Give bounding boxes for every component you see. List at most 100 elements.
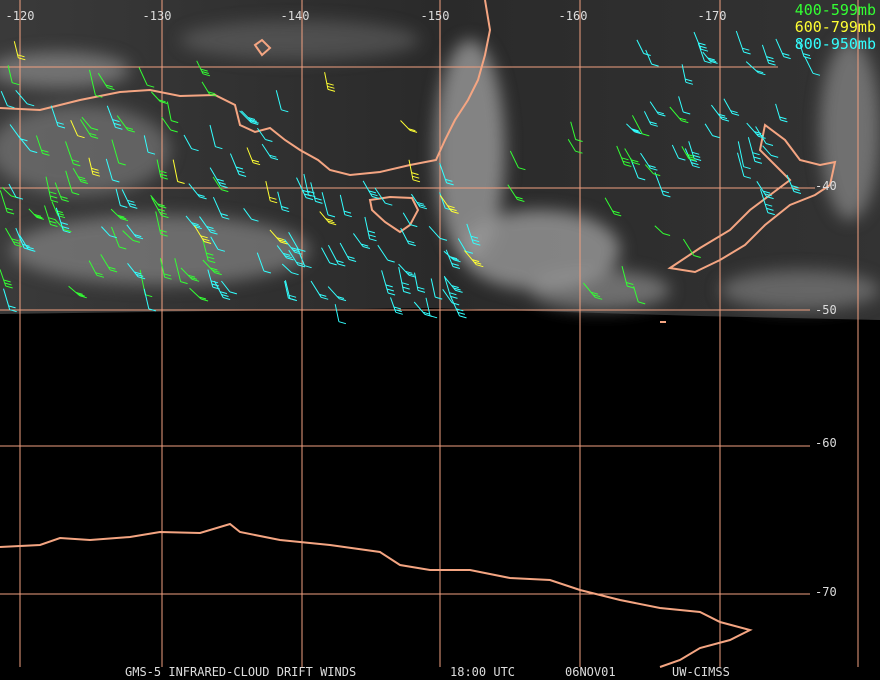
wind-barb (35, 135, 50, 156)
wind-barb (261, 143, 279, 161)
wind-barb (65, 141, 81, 167)
wind-barb (106, 105, 123, 130)
wind-barb (737, 152, 752, 179)
wind-barb (50, 105, 66, 129)
graticule (0, 0, 859, 667)
wind-barb (321, 247, 337, 266)
wind-barb (110, 208, 129, 222)
lon-label: -140 (281, 9, 310, 23)
wind-barb (402, 212, 418, 228)
wind-barb (269, 229, 288, 245)
wind-barb (209, 167, 228, 189)
wind-barb (265, 180, 278, 204)
wind-barb (256, 127, 273, 142)
wind-barb (688, 141, 702, 161)
wind-barb (400, 227, 416, 247)
wind-barb (221, 280, 238, 295)
lat-label: -70 (815, 585, 837, 599)
wind-barb (310, 280, 329, 300)
wind-barb (101, 226, 117, 239)
wind-barb (70, 119, 85, 139)
wind-barb (319, 211, 337, 226)
wind-barb (604, 197, 622, 217)
wind-barb (212, 196, 230, 220)
wind-barb (804, 55, 821, 76)
wind-barb (400, 120, 418, 133)
wind-barb (138, 67, 155, 88)
wind-barb (284, 280, 298, 302)
lat-label: -60 (815, 436, 837, 450)
wind-barb (161, 116, 178, 133)
wind-barb (644, 164, 661, 177)
wind-barb (464, 250, 484, 268)
wind-barb (296, 177, 314, 201)
wind-barb (303, 173, 316, 198)
wind-barb (398, 263, 417, 278)
wind-barb (243, 208, 259, 222)
footer-product: GMS-5 INFRARED-CLOUD DRIFT WINDS (125, 665, 356, 679)
wind-barb (339, 194, 352, 218)
wind-barb (54, 182, 69, 202)
wind-barb (450, 296, 467, 319)
wind-barb (681, 64, 694, 85)
lon-label: -160 (559, 9, 588, 23)
wind-barb (229, 153, 247, 177)
wind-barb (621, 265, 635, 289)
coastlines (0, 0, 837, 668)
wind-barb (697, 43, 712, 64)
wind-barb (334, 304, 347, 325)
wind-barb (711, 104, 730, 122)
wind-barb (723, 98, 740, 116)
wind-barb (760, 189, 775, 216)
wind-barb (381, 270, 396, 296)
wind-barb (3, 288, 17, 313)
wind-barb (256, 252, 272, 274)
wind-barb (196, 60, 211, 77)
wind-barb (631, 115, 650, 137)
wind-barb (150, 91, 168, 104)
wind-barb (105, 158, 120, 183)
wind-barb (624, 148, 640, 165)
wind-barb (72, 167, 89, 184)
wind-barb (296, 248, 312, 269)
footer-source: UW-CIMSS (672, 665, 730, 679)
wind-barb (126, 224, 144, 240)
wind-barb (746, 122, 766, 139)
wind-barb (509, 150, 526, 171)
wind-barb (159, 258, 172, 280)
wind-barb (570, 121, 583, 142)
wind-barb (398, 267, 411, 294)
wind-barb (210, 236, 226, 252)
wind-barb (633, 286, 646, 305)
wind-barb (19, 235, 36, 252)
wind-barb (444, 276, 463, 293)
lat-label: -40 (815, 179, 837, 193)
wind-barb (51, 201, 66, 219)
wind-barb (681, 146, 696, 161)
wind-barb (201, 81, 217, 97)
wind-barb (756, 181, 774, 200)
wind-barb (281, 263, 299, 276)
wind-barb (439, 195, 459, 214)
lon-label: -170 (698, 9, 727, 23)
wind-barb (209, 124, 223, 150)
wind-barb (8, 183, 24, 200)
wind-barb (362, 180, 380, 199)
wind-barb (276, 245, 294, 261)
wind-barb (425, 297, 438, 319)
wind-barb (172, 159, 185, 184)
wind-barb (151, 197, 169, 219)
wind-barb (414, 272, 426, 293)
wind-barb (246, 147, 261, 166)
wind-barb (121, 189, 138, 209)
wind-barb (0, 91, 15, 109)
wind-barb (44, 205, 58, 227)
wind-barb (567, 138, 583, 154)
wind-barb (678, 96, 691, 115)
wind-barb (654, 225, 671, 236)
wind-barb (88, 260, 105, 278)
wind-barb (408, 159, 421, 183)
wind-barb (100, 254, 118, 273)
wind-barb (5, 227, 23, 248)
